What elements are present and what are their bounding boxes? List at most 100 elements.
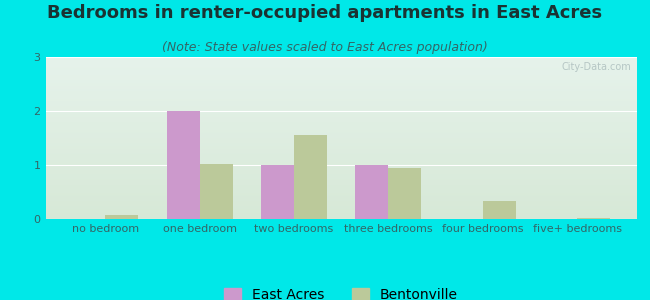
Bar — [46, 128, 637, 130]
Bar — [46, 193, 637, 195]
Bar — [46, 104, 637, 106]
Bar — [577, 218, 610, 219]
Bar — [46, 161, 637, 162]
Bar — [46, 208, 637, 209]
Bar — [46, 127, 637, 128]
Bar — [46, 177, 637, 178]
Bar — [46, 203, 637, 204]
Bar — [46, 102, 637, 104]
Bar — [46, 151, 637, 153]
Bar — [46, 172, 637, 174]
Bar — [46, 185, 637, 187]
Bar — [46, 212, 637, 214]
Bar — [46, 117, 637, 118]
Bar — [389, 168, 421, 219]
Bar — [46, 138, 637, 140]
Bar — [46, 115, 637, 117]
Bar — [46, 76, 637, 78]
Bar — [261, 165, 294, 219]
Text: (Note: State values scaled to East Acres population): (Note: State values scaled to East Acres… — [162, 40, 488, 53]
Bar — [46, 167, 637, 169]
Bar — [46, 101, 637, 102]
Bar — [483, 201, 516, 219]
Bar — [46, 75, 637, 76]
Bar — [46, 187, 637, 188]
Bar — [105, 215, 138, 219]
Bar — [46, 162, 637, 164]
Bar — [46, 198, 637, 200]
Bar — [46, 112, 637, 114]
Bar — [46, 174, 637, 175]
Bar — [46, 196, 637, 198]
Bar — [46, 122, 637, 123]
Bar — [46, 64, 637, 65]
Bar — [46, 114, 637, 115]
Bar — [46, 68, 637, 70]
Bar — [46, 200, 637, 201]
Bar — [46, 140, 637, 141]
Bar — [46, 120, 637, 122]
Bar — [46, 88, 637, 89]
Bar — [46, 80, 637, 81]
Bar — [46, 78, 637, 80]
Bar — [46, 98, 637, 99]
Bar — [46, 170, 637, 172]
Bar — [46, 166, 637, 167]
Bar — [46, 65, 637, 67]
Bar — [46, 211, 637, 212]
Bar — [46, 89, 637, 91]
Bar — [46, 169, 637, 170]
Bar — [166, 111, 200, 219]
Bar — [46, 146, 637, 148]
Bar — [46, 94, 637, 96]
Bar — [46, 131, 637, 133]
Bar — [46, 135, 637, 137]
Bar — [46, 107, 637, 109]
Bar — [46, 209, 637, 211]
Bar — [46, 91, 637, 93]
Bar — [46, 96, 637, 98]
Text: City-Data.com: City-Data.com — [562, 62, 631, 72]
Bar — [46, 130, 637, 131]
Bar — [46, 153, 637, 154]
Bar — [46, 178, 637, 180]
Bar — [46, 145, 637, 146]
Bar — [46, 57, 637, 58]
Bar — [46, 110, 637, 112]
Bar — [46, 149, 637, 151]
Legend: East Acres, Bentonville: East Acres, Bentonville — [224, 287, 458, 300]
Bar — [46, 123, 637, 125]
Text: Bedrooms in renter-occupied apartments in East Acres: Bedrooms in renter-occupied apartments i… — [47, 4, 603, 22]
Bar — [46, 188, 637, 190]
Bar — [46, 67, 637, 68]
Bar — [46, 214, 637, 216]
Bar — [46, 86, 637, 88]
Bar — [46, 141, 637, 143]
Bar — [46, 175, 637, 177]
Bar — [46, 93, 637, 94]
Bar — [46, 164, 637, 166]
Bar — [46, 216, 637, 218]
Bar — [46, 83, 637, 85]
Bar — [46, 201, 637, 203]
Bar — [46, 133, 637, 135]
Bar — [46, 154, 637, 156]
Bar — [46, 180, 637, 182]
Bar — [46, 72, 637, 73]
Bar — [46, 99, 637, 101]
Bar — [356, 165, 389, 219]
Bar — [46, 218, 637, 219]
Bar — [294, 135, 327, 219]
Bar — [46, 182, 637, 183]
Bar — [46, 81, 637, 83]
Bar — [46, 125, 637, 127]
Bar — [46, 109, 637, 110]
Bar — [46, 148, 637, 149]
Bar — [46, 58, 637, 60]
Bar — [46, 206, 637, 208]
Bar — [46, 143, 637, 145]
Bar — [46, 136, 637, 138]
Bar — [46, 158, 637, 159]
Bar — [46, 159, 637, 161]
Bar — [46, 70, 637, 72]
